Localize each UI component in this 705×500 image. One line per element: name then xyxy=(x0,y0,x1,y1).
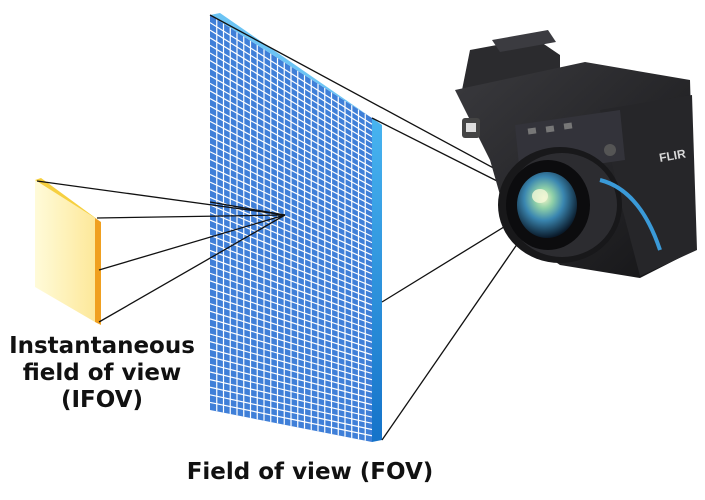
ifov-label-line2: field of view xyxy=(22,360,182,386)
camera-lens xyxy=(517,172,577,238)
fov-grid-panel xyxy=(210,13,382,442)
ifov-rays xyxy=(36,180,286,323)
thermal-camera-icon: FLIR xyxy=(455,30,697,278)
ifov-label: Instantaneous field of view (IFOV) xyxy=(4,333,200,414)
fov-grid-lines xyxy=(210,19,372,441)
ifov-element xyxy=(35,178,101,325)
ifov-label-line3: (IFOV) xyxy=(60,387,144,413)
camera-brand: FLIR xyxy=(658,146,687,164)
ifov-label-line1: Instantaneous xyxy=(9,333,195,359)
fov-grid-edge xyxy=(372,118,382,442)
fov-label: Field of view (FOV) xyxy=(186,459,434,485)
fov-rays xyxy=(209,14,521,441)
